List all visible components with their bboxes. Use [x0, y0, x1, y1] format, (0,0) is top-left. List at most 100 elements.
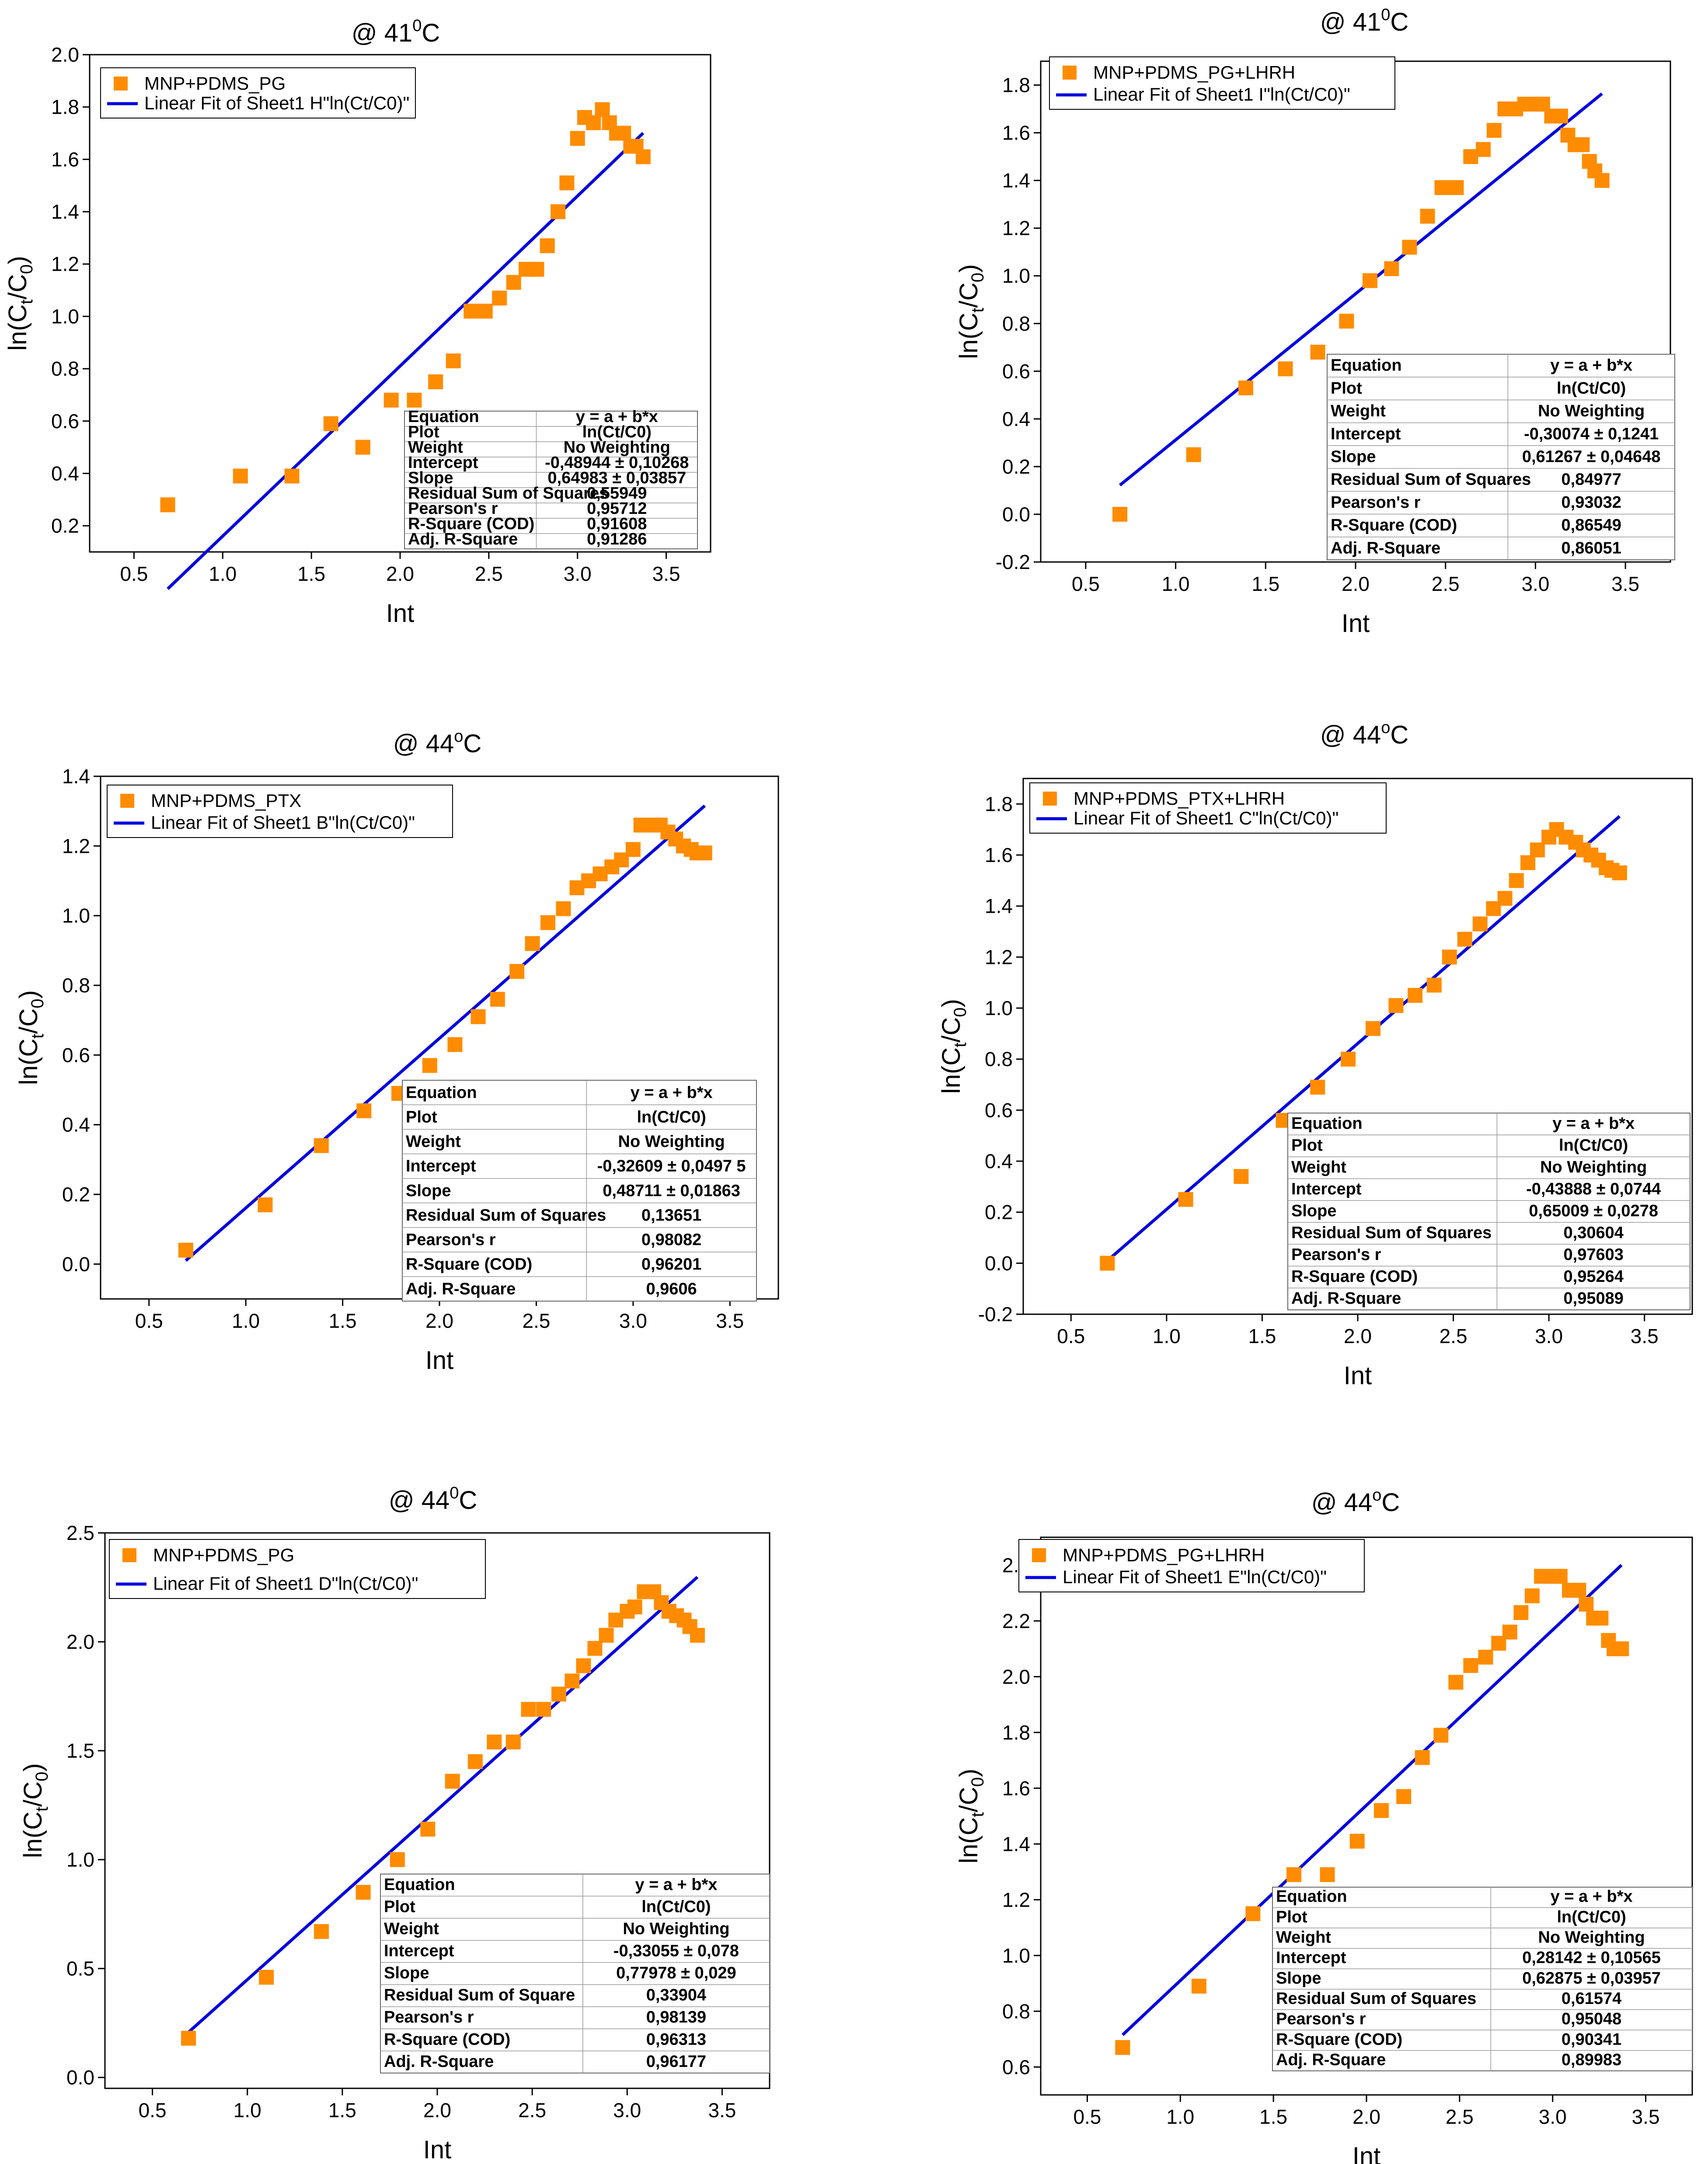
stats-table: [1327, 354, 1675, 560]
table-value: 0,30604: [1564, 1224, 1624, 1242]
table-key: Plot: [406, 1108, 437, 1127]
y-axis-label: ln(Ct/C0): [937, 999, 970, 1094]
x-tick-label: 3.5: [1631, 1325, 1659, 1347]
y-tick-label: 1.6: [51, 148, 79, 171]
table-key: R-Square (COD): [1291, 1267, 1418, 1286]
x-tick-label: 1.5: [1259, 2105, 1287, 2128]
table-value: 0,98139: [646, 2008, 706, 2027]
x-axis-label: Int: [1344, 1361, 1372, 1390]
data-point: [314, 1138, 329, 1153]
data-point: [627, 1599, 642, 1615]
y-label-part: ln(C: [937, 1047, 966, 1094]
y-label-part: /C: [937, 1017, 966, 1043]
y-tick-label: 2.0: [66, 1630, 94, 1653]
title-text: @ 44: [1311, 1488, 1373, 1517]
y-tick-label: 1.4: [51, 200, 79, 223]
data-point: [1457, 932, 1472, 947]
y-tick-label: 1.2: [51, 253, 79, 276]
y-label-subscript: t: [968, 1812, 987, 1817]
y-tick-label: 1.0: [1002, 265, 1030, 287]
stats-table: [380, 1874, 770, 2073]
data-point: [1115, 2040, 1130, 2055]
data-point: [625, 842, 641, 857]
legend-label: Linear Fit of Sheet1 H"ln(Ct/C0)": [144, 93, 409, 113]
data-point: [587, 1640, 603, 1656]
data-point: [1579, 1597, 1594, 1612]
y-label-part: ): [19, 1763, 47, 1771]
legend-marker: [122, 1548, 136, 1562]
stats-table: [1272, 1887, 1693, 2071]
table-value: No Weighting: [618, 1133, 725, 1151]
y-label-part: ): [955, 1769, 983, 1777]
legend-label: MNP+PDMS_PTX+LHRH: [1074, 788, 1285, 809]
x-tick-label: 2.0: [1342, 572, 1370, 595]
legend-box: [1049, 56, 1395, 110]
chart-panel-3: @ 44oC 0.5 1.0 1.5 2.0 2.5 3.0 3.5 0.0 0.2 0.4 0.6 0…: [14, 727, 779, 1375]
table-key: Residual Sum of Square: [384, 1986, 575, 2004]
fit-line: [187, 1576, 699, 2034]
data-point: [1341, 1051, 1356, 1067]
data-point: [1100, 1256, 1115, 1271]
data-point: [1388, 998, 1404, 1013]
legend-marker: [1032, 1548, 1046, 1562]
table-key: Intercept: [406, 1157, 476, 1176]
chart-title: @ 44oC: [1320, 719, 1409, 749]
data-point: [446, 353, 461, 369]
data-point: [1402, 240, 1417, 255]
table-key: R-Square (COD): [408, 515, 534, 533]
y-tick-label: 1.4: [985, 895, 1013, 918]
y-label-subscript: t: [32, 1807, 52, 1811]
data-point: [258, 1197, 273, 1212]
table-key: Weight: [1331, 402, 1386, 420]
table-value: No Weighting: [1538, 402, 1645, 420]
table-value: No Weighting: [564, 438, 670, 457]
data-point: [540, 915, 555, 930]
y-tick-label: 1.6: [985, 844, 1013, 866]
y-label-subscript: 0: [17, 264, 36, 274]
y-label-subscript: 0: [32, 1772, 52, 1781]
data-point: [1553, 108, 1569, 124]
title-text: @ 44: [389, 1486, 450, 1515]
data-point: [1310, 1079, 1325, 1095]
y-tick-label: 0.2: [51, 514, 79, 537]
data-point: [323, 416, 338, 431]
y-tick-label: 2.5: [66, 1522, 94, 1544]
x-tick-label: 1.0: [1166, 2105, 1194, 2128]
title-superscript: o: [1381, 719, 1390, 737]
table-key: Residual Sum of Squares: [1331, 471, 1531, 489]
y-tick-label: -0.2: [996, 551, 1030, 573]
data-point: [1478, 1650, 1493, 1665]
title-superscript: 0: [450, 1484, 459, 1502]
legend-box: [109, 1539, 486, 1599]
x-tick-label: 3.5: [708, 2099, 736, 2122]
table-key: R-Square (COD): [406, 1255, 532, 1274]
y-tick-label: -0.2: [978, 1303, 1013, 1326]
y-label-part: ): [937, 999, 966, 1007]
x-tick-label: 1.5: [1248, 1325, 1276, 1347]
table-value: 0,62875 ± 0,03957: [1522, 1969, 1661, 1987]
table-key: Equation: [1291, 1114, 1363, 1133]
y-label-part: ln(C: [955, 1817, 983, 1864]
fit-line: [1119, 92, 1603, 487]
title-suffix: C: [1390, 721, 1408, 749]
y-label-subscript: t: [28, 1034, 47, 1039]
data-point: [420, 1822, 436, 1837]
chart-title: @ 44oC: [393, 727, 482, 758]
table-key: R-Square (COD): [384, 2030, 510, 2049]
data-point: [478, 304, 493, 319]
stats-table: [404, 411, 698, 549]
y-tick-label: 0.0: [985, 1252, 1013, 1274]
table-key: Weight: [1276, 1928, 1331, 1947]
y-tick-label: 1.8: [1002, 74, 1030, 97]
table-value: y = a + b*x: [1551, 1888, 1633, 1906]
x-tick-label: 2.0: [386, 562, 414, 585]
title-suffix: C: [1390, 8, 1408, 36]
table-key: Residual Sum of Squares: [408, 484, 608, 503]
title-text: @ 44: [393, 729, 454, 758]
y-label-part: ln(C: [19, 1811, 47, 1858]
table-key: Equation: [1331, 356, 1402, 375]
table-key: Weight: [1291, 1158, 1346, 1176]
data-point: [697, 845, 712, 861]
